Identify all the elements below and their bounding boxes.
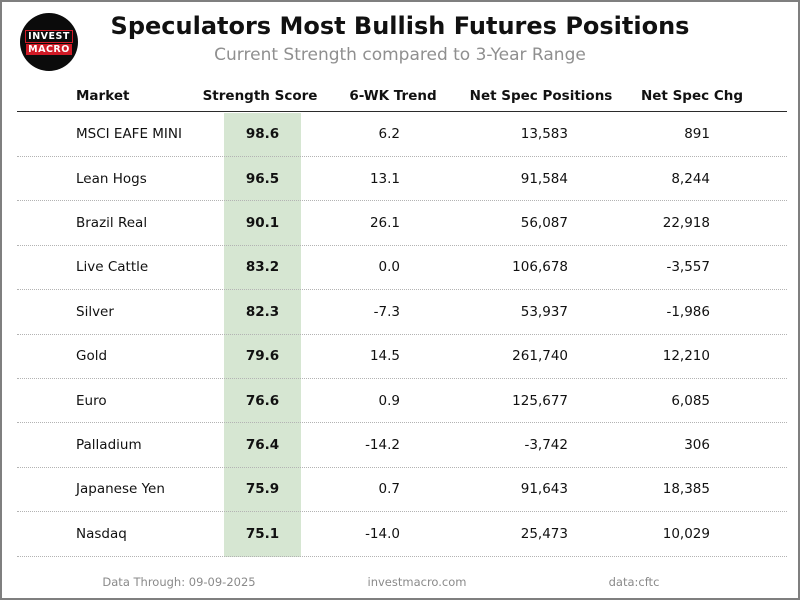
table-rows: MSCI EAFE MINI 98.6 6.2 13,583 891 Lean … <box>17 112 787 557</box>
cell-net-spec-chg: 891 <box>684 126 710 143</box>
cell-strength-score: 96.5 <box>245 170 280 187</box>
cell-strength-score: 82.3 <box>245 303 280 320</box>
footer-website: investmacro.com <box>367 575 467 589</box>
table-header-row: Market Strength Score 6-WK Trend Net Spe… <box>17 85 787 112</box>
table-row: Gold 79.6 14.5 261,740 12,210 <box>17 335 787 379</box>
cell-strength-score: 83.2 <box>245 259 280 276</box>
cell-strength-score: 75.1 <box>245 525 280 542</box>
table-row: Brazil Real 90.1 26.1 56,087 22,918 <box>17 201 787 246</box>
cell-net-spec-positions: 125,677 <box>512 392 568 409</box>
column-header-market: Market <box>76 88 130 104</box>
cell-6wk-trend: -7.3 <box>373 303 400 320</box>
cell-market: MSCI EAFE MINI <box>76 126 182 143</box>
cell-net-spec-chg: 22,918 <box>662 215 710 232</box>
cell-strength-score: 79.6 <box>245 348 280 365</box>
table-row: Nasdaq 75.1 -14.0 25,473 10,029 <box>17 512 787 557</box>
table-row: Live Cattle 83.2 0.0 106,678 -3,557 <box>17 246 787 291</box>
cell-strength-score: 75.9 <box>245 481 280 498</box>
table-row: Japanese Yen 75.9 0.7 91,643 18,385 <box>17 468 787 513</box>
cell-net-spec-chg: 6,085 <box>671 392 710 409</box>
cell-market: Silver <box>76 303 114 320</box>
cell-market: Gold <box>76 348 108 365</box>
cell-strength-score: 76.6 <box>245 392 280 409</box>
footer-data-through: Data Through: 09-09-2025 <box>102 575 256 589</box>
cell-market: Japanese Yen <box>76 481 165 498</box>
cell-net-spec-chg: -1,986 <box>666 303 710 320</box>
logo-text-macro: MACRO <box>26 43 72 55</box>
cell-net-spec-positions: 91,584 <box>520 170 568 187</box>
cell-6wk-trend: -14.0 <box>365 525 400 542</box>
cell-net-spec-positions: 261,740 <box>512 348 568 365</box>
investmacro-logo-icon: INVEST MACRO <box>20 13 78 71</box>
cell-net-spec-positions: 13,583 <box>520 126 568 143</box>
table-row: MSCI EAFE MINI 98.6 6.2 13,583 891 <box>17 113 787 157</box>
column-header-strength-score: Strength Score <box>202 88 318 104</box>
cell-6wk-trend: 0.9 <box>378 392 400 409</box>
cell-net-spec-chg: 18,385 <box>662 481 710 498</box>
cell-net-spec-chg: 306 <box>684 437 710 454</box>
table-row: Palladium 76.4 -14.2 -3,742 306 <box>17 423 787 468</box>
page-title: Speculators Most Bullish Futures Positio… <box>110 12 690 40</box>
cell-market: Live Cattle <box>76 259 149 276</box>
cell-market: Lean Hogs <box>76 170 147 187</box>
cell-6wk-trend: 26.1 <box>369 215 400 232</box>
strength-score-highlight-band <box>224 112 301 557</box>
logo-text-invest: INVEST <box>25 29 73 43</box>
cell-net-spec-chg: -3,557 <box>666 259 710 276</box>
cell-net-spec-positions: 106,678 <box>512 259 568 276</box>
column-header-net-spec-positions: Net Spec Positions <box>469 88 613 104</box>
table-row: Lean Hogs 96.5 13.1 91,584 8,244 <box>17 157 787 202</box>
table-row: Euro 76.6 0.9 125,677 6,085 <box>17 379 787 424</box>
cell-net-spec-positions: 56,087 <box>520 215 568 232</box>
table-row: Silver 82.3 -7.3 53,937 -1,986 <box>17 290 787 335</box>
cell-strength-score: 90.1 <box>245 215 280 232</box>
cell-net-spec-positions: 25,473 <box>520 525 568 542</box>
page-subtitle: Current Strength compared to 3-Year Rang… <box>214 45 586 65</box>
column-header-6wk-trend: 6-WK Trend <box>349 88 437 104</box>
footer-data-source: data:cftc <box>608 575 660 589</box>
cell-net-spec-positions: -3,742 <box>524 437 568 454</box>
cell-strength-score: 76.4 <box>245 437 280 454</box>
cell-6wk-trend: 6.2 <box>378 126 400 143</box>
cell-market: Brazil Real <box>76 215 148 232</box>
cell-net-spec-chg: 8,244 <box>671 170 710 187</box>
cell-6wk-trend: 0.7 <box>378 481 400 498</box>
cell-net-spec-positions: 91,643 <box>520 481 568 498</box>
cell-market: Euro <box>76 392 107 409</box>
cell-market: Palladium <box>76 437 142 454</box>
cell-6wk-trend: 13.1 <box>369 170 400 187</box>
cell-net-spec-chg: 12,210 <box>662 348 710 365</box>
cell-strength-score: 98.6 <box>245 126 280 143</box>
column-header-net-spec-chg: Net Spec Chg <box>640 88 744 104</box>
cell-6wk-trend: 14.5 <box>369 348 400 365</box>
cell-6wk-trend: -14.2 <box>365 437 400 454</box>
cell-market: Nasdaq <box>76 525 127 542</box>
cell-6wk-trend: 0.0 <box>378 259 400 276</box>
cell-net-spec-chg: 10,029 <box>662 525 710 542</box>
cell-net-spec-positions: 53,937 <box>520 303 568 320</box>
